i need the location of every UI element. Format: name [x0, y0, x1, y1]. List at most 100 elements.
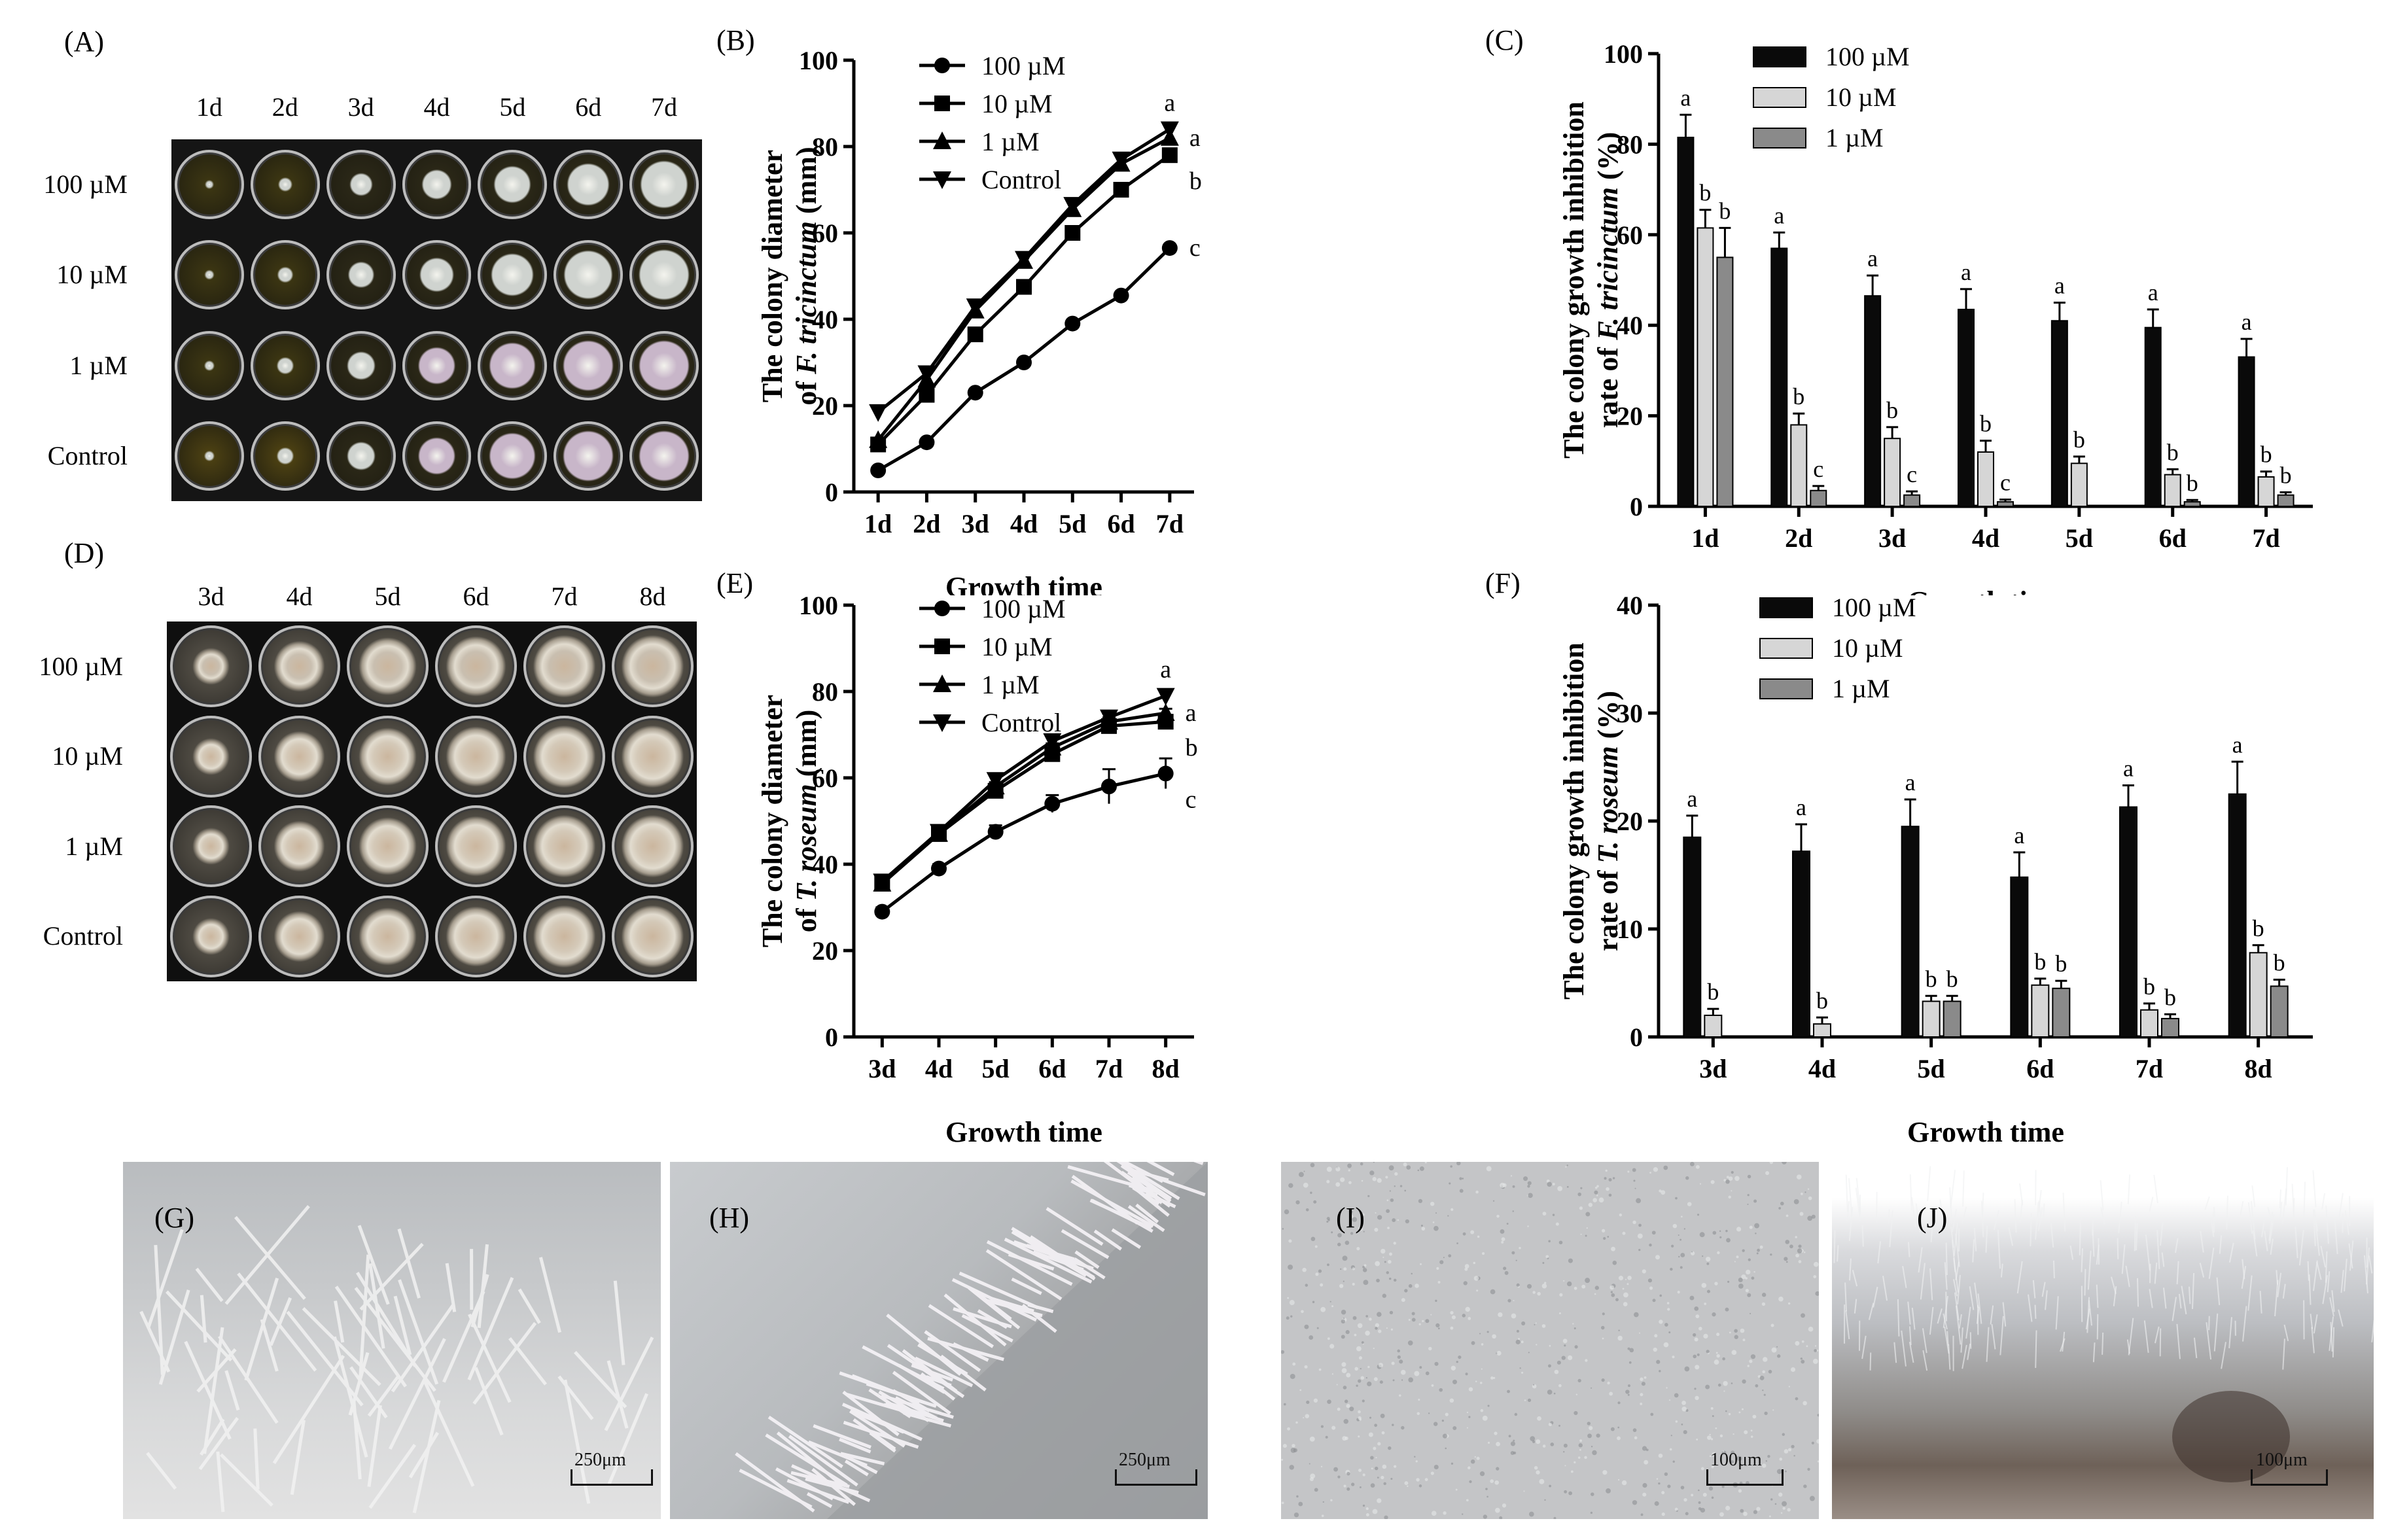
culture-plate: [478, 421, 548, 491]
texture-dot: [1797, 1248, 1803, 1253]
x-tick-label: 4d: [925, 1054, 953, 1083]
texture-dot: [1711, 1496, 1714, 1499]
texture-dot: [1375, 1327, 1378, 1330]
texture-dot: [1414, 1371, 1420, 1376]
texture-dot: [1606, 1488, 1611, 1494]
texture-hypha: [1961, 1206, 1967, 1224]
texture-dot: [1768, 1369, 1772, 1374]
texture-dot: [1617, 1426, 1620, 1429]
texture-dot: [1337, 1407, 1341, 1411]
texture-dot: [1702, 1255, 1704, 1257]
hypha: [953, 1342, 989, 1362]
hypha: [1070, 1180, 1154, 1228]
texture-dot: [1466, 1411, 1469, 1414]
texture-dot: [1723, 1380, 1728, 1386]
texture-dot: [1523, 1490, 1525, 1492]
texture-hypha: [2149, 1289, 2153, 1308]
texture-hypha: [1967, 1343, 1971, 1360]
texture-hypha: [2313, 1209, 2319, 1232]
texture-dot: [1744, 1430, 1748, 1435]
x-tick-label: 6d: [2159, 523, 2187, 553]
legend-label: 1 µM: [981, 670, 1040, 699]
texture-dot: [1574, 1410, 1578, 1416]
texture-hypha: [2008, 1227, 2014, 1246]
culture-plate: [523, 625, 605, 708]
texture-hypha: [2269, 1214, 2275, 1244]
hypha: [302, 1307, 381, 1386]
texture-dot: [1747, 1365, 1750, 1367]
texture-dot: [1726, 1176, 1729, 1179]
texture-hypha: [2035, 1330, 2037, 1369]
texture-dot: [1352, 1316, 1357, 1320]
texture-dot: [1341, 1319, 1346, 1324]
hypha: [1116, 1162, 1180, 1200]
texture-hypha: [1930, 1208, 1935, 1242]
texture-dot: [1596, 1195, 1598, 1197]
plate-row-label: 10 µM: [56, 260, 128, 290]
texture-dot: [1368, 1432, 1373, 1437]
texture-hypha: [2032, 1280, 2036, 1299]
texture-dot: [1514, 1412, 1518, 1416]
texture-dot: [1421, 1227, 1426, 1231]
texture-dot: [1532, 1291, 1536, 1294]
texture-dot: [1719, 1512, 1724, 1517]
texture-hypha: [1873, 1286, 1878, 1308]
texture-dot: [1288, 1239, 1292, 1243]
texture-hypha: [2307, 1261, 2310, 1281]
texture-dot: [1362, 1504, 1365, 1507]
hypha: [862, 1345, 945, 1391]
micrograph-h: (H) 250μm: [670, 1162, 1208, 1519]
texture-dot: [1318, 1269, 1322, 1273]
texture-dot: [1670, 1267, 1673, 1271]
texture-hypha: [2283, 1324, 2289, 1342]
series-circle: [874, 757, 1174, 920]
significance-letter: b: [2055, 951, 2067, 977]
texture-hypha: [2338, 1193, 2344, 1219]
texture-dot: [1602, 1337, 1604, 1340]
significance-letter: a: [2242, 309, 2252, 335]
texture-dot: [1474, 1456, 1477, 1458]
texture-hypha: [1909, 1174, 1912, 1210]
texture-dot: [1554, 1369, 1559, 1374]
texture-dot: [1672, 1223, 1678, 1229]
significance-letter: b: [2280, 463, 2292, 489]
texture-hypha: [2176, 1261, 2179, 1285]
culture-plate: [170, 895, 252, 977]
texture-hypha: [1911, 1197, 1916, 1227]
texture-dot: [1782, 1507, 1785, 1510]
x-tick-label: 3d: [868, 1054, 896, 1083]
texture-dot: [1570, 1470, 1574, 1473]
texture-dot: [1763, 1357, 1768, 1362]
bar: [2144, 326, 2162, 507]
culture-plate: [554, 150, 624, 220]
texture-hypha: [2117, 1238, 2119, 1259]
texture-dot: [1527, 1181, 1532, 1185]
panel-label: (C): [1485, 24, 1524, 56]
texture-dot: [1447, 1215, 1449, 1217]
data-point: [1016, 355, 1032, 370]
texture-dot: [1343, 1280, 1345, 1282]
texture-dot: [1282, 1444, 1287, 1448]
hypha: [359, 1242, 424, 1311]
texture-dot: [1761, 1463, 1767, 1468]
significance-letter: a: [1160, 656, 1171, 684]
texture-hypha: [2134, 1216, 2137, 1251]
texture-dot: [1801, 1340, 1804, 1343]
texture-dot: [1388, 1165, 1394, 1171]
texture-hypha: [1977, 1293, 1982, 1324]
texture-dot: [1516, 1329, 1519, 1333]
hypha: [1046, 1207, 1104, 1246]
texture-dot: [1316, 1327, 1319, 1329]
texture-hypha: [1929, 1268, 1933, 1301]
legend-swatch: [1753, 87, 1806, 108]
texture-hypha: [2191, 1272, 2195, 1310]
texture-dot: [1477, 1235, 1480, 1238]
texture-dot: [1755, 1233, 1757, 1234]
texture-dot: [1352, 1282, 1355, 1286]
texture-dot: [1731, 1170, 1734, 1174]
series-square: [874, 714, 1174, 892]
texture-dot: [1722, 1450, 1725, 1452]
texture-dot: [1496, 1214, 1500, 1218]
data-point: [1156, 703, 1175, 721]
texture-dot: [1795, 1397, 1799, 1401]
